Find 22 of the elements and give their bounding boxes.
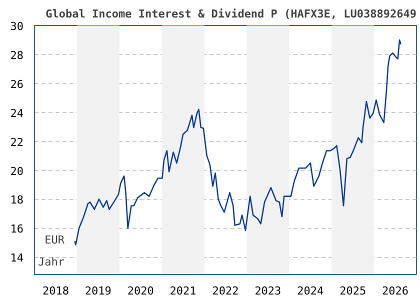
x-tick-label: 2023 [254, 284, 282, 298]
y-tick-label: 26 [10, 78, 24, 91]
line-series [74, 39, 402, 246]
y-tick-label: 16 [10, 222, 24, 236]
y-tick-label: 20 [10, 164, 24, 178]
x-axis-title: Jahr [38, 256, 65, 268]
x-tick-label: 2026 [382, 284, 409, 298]
y-tick-label: 24 [10, 106, 24, 120]
chart-title: Global Income Interest & Dividend P (HAFX3E, LU038892649 [46, 8, 417, 20]
x-tick-label: 2024 [297, 284, 324, 298]
x-tick-label: 2018 [42, 284, 69, 298]
y-tick-label: 14 [10, 252, 24, 265]
x-tick-label: 2022 [212, 284, 239, 298]
x-tick-label: 2019 [84, 284, 112, 298]
y-axis-title: EUR [44, 234, 65, 246]
x-tick-label: 2025 [340, 284, 366, 298]
y-tick-label: 30 [10, 20, 24, 33]
y-tick-label: 28 [10, 48, 24, 62]
y-tick-label: 18 [10, 194, 24, 207]
y-tick-label: 22 [10, 136, 24, 149]
x-tick-label: 2021 [170, 284, 196, 298]
x-tick-label: 2020 [127, 284, 154, 298]
